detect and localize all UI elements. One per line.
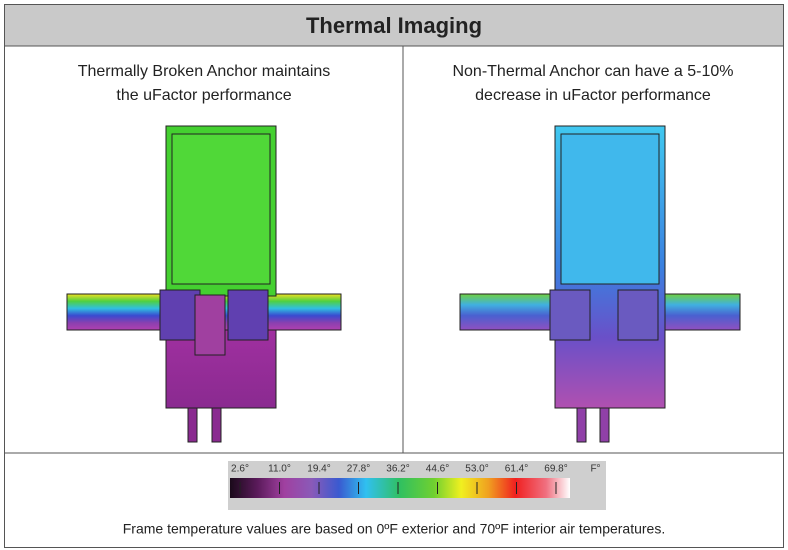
title: Thermal Imaging [306, 13, 482, 38]
caption: Thermally Broken Anchor maintains [78, 63, 331, 80]
note: Frame temperature values are based on 0º… [123, 521, 665, 537]
caption: decrease in uFactor performance [475, 87, 711, 104]
scale-label: 2.6° [231, 464, 249, 475]
scale-label: 61.4° [505, 464, 528, 475]
scale-label: 36.2° [386, 464, 409, 475]
scale-label: 44.6° [426, 464, 449, 475]
scale-label: 27.8° [347, 464, 370, 475]
scale-label: 11.0° [268, 464, 291, 475]
caption: the uFactor performance [116, 87, 291, 104]
figure: Thermal Imaging Thermally Broken Anchor … [0, 0, 788, 550]
scale-label: F° [590, 464, 600, 475]
scale-label: 19.4° [307, 464, 330, 475]
scale-label: 53.0° [465, 464, 488, 475]
scale-label: 69.8° [544, 464, 567, 475]
color-scale [230, 478, 570, 498]
caption: Non-Thermal Anchor can have a 5-10% [452, 63, 733, 80]
